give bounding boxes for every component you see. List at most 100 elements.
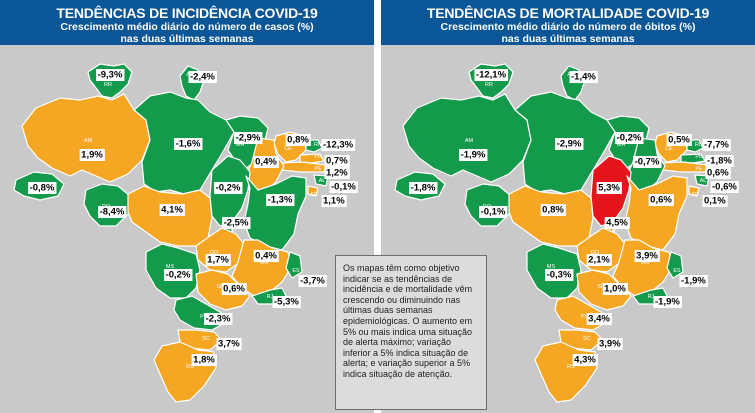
state-value-box-ba: [266, 194, 295, 207]
state-value-box-mg: [634, 250, 660, 263]
state-value-mt: 0,8%: [542, 205, 564, 216]
state-value-box-rs: [191, 354, 217, 367]
state-value-box-pi: [253, 156, 279, 169]
state-abbr-es: ES: [292, 268, 300, 274]
state-abbr-se: SE: [691, 192, 699, 198]
state-value-box-ce: [285, 134, 311, 147]
state-value-ms: -0,2%: [166, 270, 191, 281]
incidence-subtitle-line2: nas duas últimas semanas: [120, 33, 254, 45]
state-abbr-pb: PB: [695, 154, 703, 160]
state-value-es: -1,9%: [681, 276, 706, 287]
state-value-box-sc: [216, 338, 242, 351]
state-value-box-ms: [164, 269, 193, 282]
state-rs: [153, 341, 217, 403]
state-value-rs: 1,8%: [193, 355, 215, 366]
state-abbr-go: GO: [210, 250, 219, 256]
state-labels: RR-9,3%AP-2,4%AM1,9%PA-1,6%MA-2,9%CE0,8%…: [28, 69, 358, 370]
state-abbr-rn: RN: [314, 142, 322, 148]
state-value-ac: -1,8%: [411, 183, 436, 194]
state-value-se: 0,1%: [704, 196, 726, 207]
state-value-ap: -2,4%: [190, 72, 215, 83]
state-value-rj: -1,9%: [655, 297, 680, 308]
incidence-subtitle-line1: Crescimento médio diário do número de ca…: [60, 21, 314, 33]
state-abbr-mg: MG: [641, 260, 650, 266]
state-value-pe: 0,6%: [707, 168, 729, 179]
state-value-ac: -0,8%: [30, 183, 55, 194]
state-value-box-am: [79, 149, 105, 162]
state-abbr-sp: SP: [597, 284, 605, 290]
state-value-box-es: [298, 275, 327, 288]
state-value-box-pr: [586, 313, 612, 326]
state-value-go: 2,1%: [588, 255, 610, 266]
state-value-box-ac: [28, 182, 57, 195]
state-abbr-am: AM: [84, 138, 93, 144]
state-value-box-sc: [597, 338, 623, 351]
incidence-header: TENDÊNCIAS DE INCIDÊNCIA COVID-19 Cresci…: [0, 0, 374, 45]
state-rs: [534, 341, 598, 403]
state-shapes: [13, 63, 329, 403]
state-value-box-rr: [474, 69, 509, 82]
state-value-box-pi: [633, 156, 662, 169]
state-value-box-go: [205, 254, 231, 267]
state-value-box-se: [321, 195, 347, 208]
state-abbr-df: DF: [609, 228, 617, 234]
state-value-ma: -2,9%: [236, 133, 261, 144]
state-value-box-ma: [615, 132, 644, 145]
state-abbr-ms: MS: [547, 264, 556, 270]
state-abbr-am: AM: [465, 138, 474, 144]
incidence-brazil-map: RR-9,3%AP-2,4%AM1,9%PA-1,6%MA-2,9%CE0,8%…: [13, 63, 358, 403]
state-abbr-al: AL: [319, 178, 326, 184]
state-value-box-rs: [572, 354, 598, 367]
state-value-to: -0,2%: [216, 183, 241, 194]
state-abbr-pe: PE: [314, 166, 322, 172]
state-abbr-ce: CE: [665, 146, 673, 152]
mortality-subtitle-line2: nas duas últimas semanas: [501, 33, 635, 45]
state-value-box-sp: [221, 283, 247, 296]
state-value-am: -1,9%: [461, 150, 486, 161]
state-value-box-pb: [705, 155, 734, 168]
state-labels: RR-12,1%AP-1,4%AM-1,9%PA-2,9%MA-0,2%CE0,…: [409, 69, 739, 370]
state-value-rj: -5,3%: [274, 297, 299, 308]
state-es: [666, 251, 684, 279]
state-abbr-mg: MG: [260, 260, 269, 266]
state-ba: [624, 175, 688, 251]
state-value-sc: 3,7%: [218, 339, 240, 350]
state-abbr-ma: MA: [236, 142, 245, 148]
mortality-brazil-map: RR-12,1%AP-1,4%AM-1,9%PA-2,9%MA-0,2%CE0,…: [394, 63, 739, 403]
state-value-sp: 1,0%: [604, 284, 626, 295]
state-value-am: 1,9%: [81, 150, 103, 161]
incidence-map-panel: TENDÊNCIAS DE INCIDÊNCIA COVID-19 Cresci…: [0, 0, 374, 413]
state-value-pa: -1,6%: [176, 139, 201, 150]
state-abbr-es: ES: [673, 268, 681, 274]
state-value-box-am: [459, 149, 488, 162]
state-value-box-rn: [702, 139, 731, 152]
state-value-box-al: [710, 181, 739, 194]
state-value-box-rr: [96, 69, 125, 82]
state-value-rn: -7,7%: [704, 140, 729, 151]
state-abbr-rr: RR: [104, 82, 112, 88]
mortality-title: TENDÊNCIAS DE MORTALIDADE COVID-19: [426, 5, 710, 21]
mortality-header: TENDÊNCIAS DE MORTALIDADE COVID-19 Cresc…: [381, 0, 755, 45]
state-value-box-pe: [324, 167, 350, 180]
state-abbr-ms: MS: [166, 264, 175, 270]
state-value-box-ac: [409, 182, 438, 195]
state-value-df: 4,5%: [606, 218, 628, 229]
state-value-pr: -2,3%: [206, 314, 231, 325]
incidence-title: TENDÊNCIAS DE INCIDÊNCIA COVID-19: [56, 5, 318, 21]
state-value-box-pa: [174, 138, 203, 151]
state-abbr-rr: RR: [485, 82, 493, 88]
state-value-box-ma: [234, 132, 263, 145]
state-abbr-pb: PB: [314, 154, 322, 160]
state-value-box-ba: [648, 194, 674, 207]
state-value-box-se: [702, 195, 728, 208]
state-value-pi: -0,7%: [635, 157, 660, 168]
state-value-box-ap: [188, 71, 217, 84]
state-abbr-al: AL: [700, 178, 707, 184]
state-value-ms: -0,3%: [547, 270, 572, 281]
state-value-ba: -1,3%: [268, 195, 293, 206]
state-value-box-df: [222, 217, 251, 230]
state-abbr-rs: RS: [186, 364, 194, 370]
state-abbr-rj: RJ: [267, 294, 274, 300]
state-value-box-pe: [705, 167, 731, 180]
state-value-al: -0,6%: [712, 182, 737, 193]
